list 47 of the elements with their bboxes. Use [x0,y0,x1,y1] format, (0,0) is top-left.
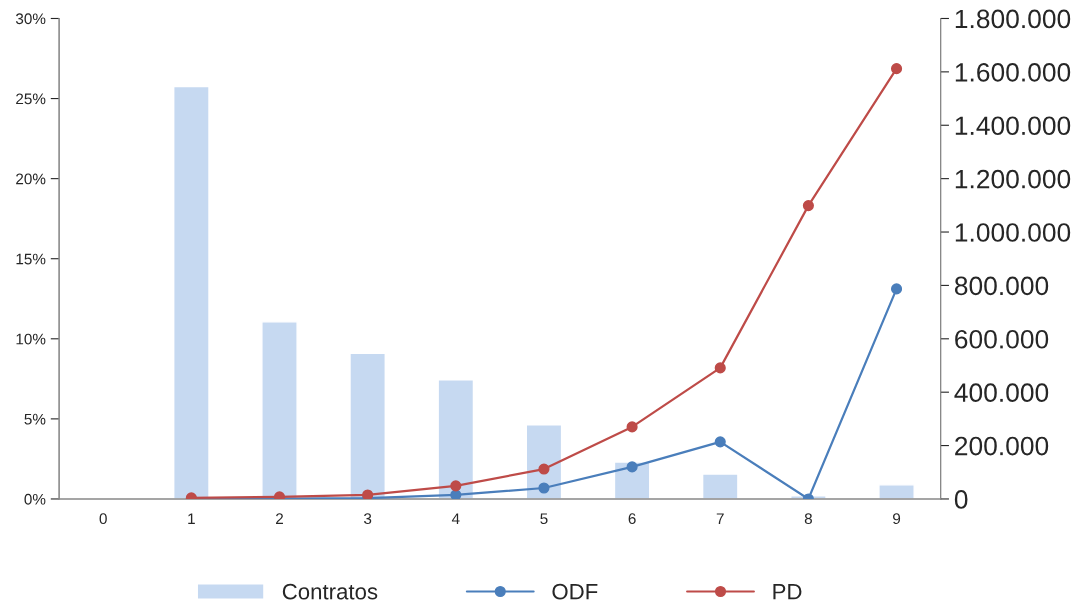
legend-label: PD [773,583,802,600]
bar [701,473,739,499]
point [626,421,638,433]
bar [173,85,210,499]
y-tick-label: 10% [16,333,46,345]
point [802,200,814,212]
y2-tick-label: 600.000 [955,329,1049,349]
y-tick-label: 15% [16,253,46,265]
y-tick-label: 0% [24,493,46,505]
y-tick-label: 25% [16,93,46,105]
x-tick-label: 9 [893,513,901,525]
bar [261,321,298,499]
x-tick-label: 7 [716,513,724,524]
point [714,362,726,374]
y2-tick-label: 1.000.000 [955,223,1071,242]
legend-label: Contratos [282,583,378,600]
x-tick-label: 5 [540,513,548,525]
point [450,489,462,499]
x-tick-label: 6 [628,513,636,525]
point [538,463,550,475]
y2-tick-label: 1.400.000 [955,116,1071,136]
y-tick-label: 30% [15,13,46,25]
x-tick-label: 8 [804,513,812,525]
point [450,480,462,492]
y2-tick-label: 400.000 [954,383,1049,403]
x-tick-label: 0 [99,513,107,525]
point [890,283,903,295]
y2-tick-label: 1.800.000 [955,9,1071,29]
bar [878,484,915,499]
y-tick-label: 20% [16,173,46,185]
y2-tick-label: 800.000 [954,276,1049,296]
point [538,482,550,494]
legend-label: ODF [552,583,598,600]
x-tick-label: 3 [363,513,372,525]
bar [349,352,386,499]
y2-tick-label: 0 [954,490,968,509]
bar [437,379,475,499]
x-tick-label: 4 [451,513,460,524]
point [890,63,903,75]
y2-tick-label: 1.200.000 [955,169,1071,189]
point [626,461,638,473]
x-tick-label: 1 [188,513,195,524]
y-tick-label: 5% [24,413,46,425]
point [714,436,726,448]
x-tick-label: 2 [276,513,283,524]
y2-tick-label: 200.000 [955,436,1049,456]
y2-tick-label: 1.600.000 [955,63,1071,82]
